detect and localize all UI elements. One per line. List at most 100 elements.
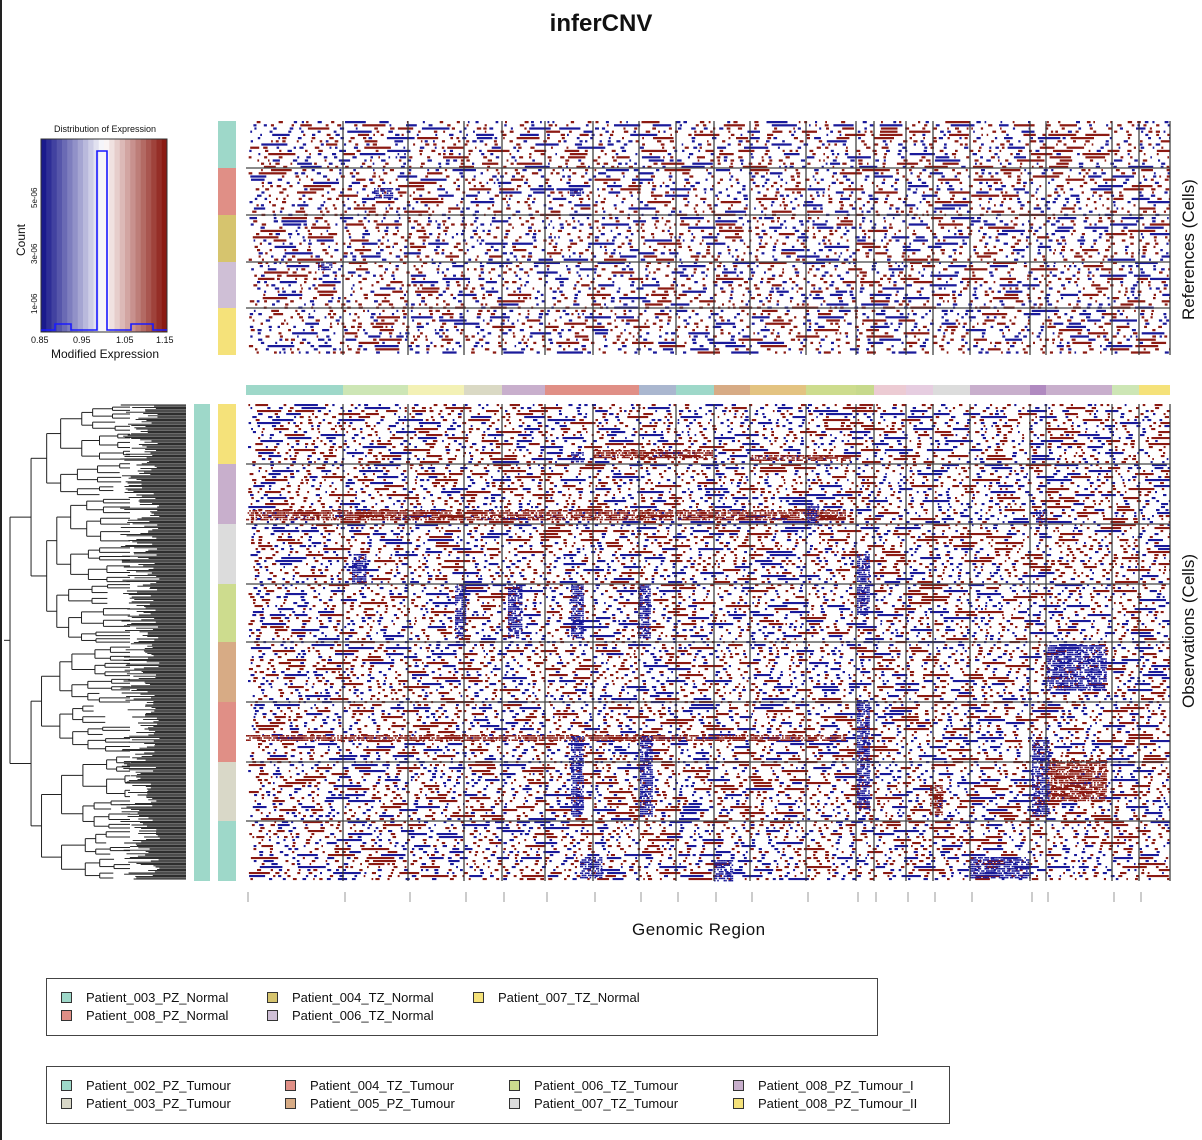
heatmap-cell [920, 287, 923, 289]
heatmap-cell [564, 259, 588, 261]
heatmap-cell [423, 239, 426, 241]
heatmap-cell [1049, 287, 1053, 289]
heatmap-cell [1070, 169, 1072, 171]
heatmap-cell [816, 191, 819, 193]
heatmap-cell [747, 313, 749, 315]
heatmap-cell [1158, 159, 1160, 161]
heatmap-cell [718, 163, 721, 165]
heatmap-cell [1022, 131, 1035, 133]
heatmap-cell [339, 348, 341, 350]
heatmap-cell [610, 329, 612, 331]
heatmap-cell [1145, 323, 1149, 325]
heatmap-cell [356, 172, 359, 174]
heatmap-cell [1069, 323, 1081, 325]
heatmap-cell [664, 169, 690, 171]
heatmap-cell [599, 348, 601, 350]
heatmap-cell [363, 310, 365, 312]
heatmap-cell [522, 169, 526, 171]
heatmap-cell [615, 326, 618, 328]
heatmap-cell [841, 195, 843, 197]
heatmap-cell [1116, 169, 1120, 171]
heatmap-cell [346, 223, 364, 225]
heatmap-cell [711, 153, 714, 155]
heatmap-cell [1060, 342, 1062, 344]
heatmap-cell [1142, 332, 1165, 334]
heatmap-cell [816, 416, 818, 418]
heatmap-cell [302, 169, 306, 171]
heatmap-cell [551, 147, 553, 149]
heatmap-cell [373, 275, 376, 277]
heatmap-cell [819, 249, 823, 251]
heatmap-cell [986, 159, 991, 161]
heatmap-cell [554, 249, 556, 251]
heatmap-cell [450, 137, 453, 139]
heatmap-cell [1038, 137, 1061, 139]
heatmap-cell [260, 265, 263, 267]
heatmap-cell [581, 345, 586, 347]
heatmap-cell [1119, 147, 1121, 149]
heatmap-cell [913, 407, 916, 409]
heatmap-cell [1039, 332, 1042, 334]
heatmap-cell [982, 313, 1007, 315]
heatmap-cell [989, 236, 992, 238]
heatmap-cell [1164, 413, 1166, 415]
heatmap-cell [585, 169, 588, 171]
heatmap-cell [676, 310, 687, 312]
heatmap-cell [734, 268, 737, 270]
heatmap-cell [1055, 230, 1070, 232]
heatmap-cell [589, 287, 591, 289]
heatmap-cell [353, 259, 357, 261]
heatmap-cell [519, 268, 523, 270]
heatmap-cell [1038, 246, 1051, 248]
heatmap-cell [483, 294, 485, 296]
heatmap-cell [446, 163, 450, 165]
loss-region [575, 190, 577, 192]
heatmap-cell [458, 416, 462, 418]
heatmap-cell [1139, 195, 1143, 197]
heatmap-cell [425, 140, 428, 142]
heatmap-cell [418, 329, 420, 331]
heatmap-cell [254, 310, 256, 312]
heatmap-cell [1163, 313, 1166, 315]
heatmap-cell [265, 188, 269, 190]
heatmap-cell [776, 335, 780, 337]
heatmap-cell [1062, 246, 1065, 248]
heatmap-cell [325, 404, 328, 406]
heatmap-cell [630, 249, 639, 251]
heatmap-cell [429, 124, 433, 126]
heatmap-cell [645, 303, 663, 305]
heatmap-cell [376, 281, 379, 283]
heatmap-cell [351, 326, 355, 328]
heatmap-cell [448, 217, 451, 219]
heatmap-cell [972, 275, 975, 277]
heatmap-cell [439, 335, 443, 337]
heatmap-cell [524, 127, 526, 129]
heatmap-cell [446, 159, 450, 161]
heatmap-cell [487, 323, 490, 325]
heatmap-cell [264, 281, 267, 283]
heatmap-cell [365, 230, 368, 232]
heatmap-cell [944, 287, 946, 289]
heatmap-cell [378, 239, 381, 241]
heatmap-cell [1001, 191, 1003, 193]
heatmap-cell [727, 319, 730, 321]
heatmap-cell [659, 345, 685, 347]
heatmap-cell [1086, 172, 1089, 174]
heatmap-cell [724, 159, 727, 161]
heatmap-cell [307, 249, 311, 251]
heatmap-cell [271, 169, 292, 171]
heatmap-cell [288, 422, 290, 424]
heatmap-cell [417, 255, 420, 257]
heatmap-cell [619, 211, 624, 213]
heatmap-cell [318, 422, 321, 424]
heatmap-cell [487, 249, 491, 251]
heatmap-cell [988, 124, 992, 126]
heatmap-cell [684, 185, 686, 187]
heatmap-cell [861, 278, 865, 280]
heatmap-cell [309, 233, 313, 235]
heatmap-cell [505, 121, 507, 123]
heatmap-cell [1106, 345, 1133, 347]
heatmap-cell [983, 323, 987, 325]
loss-region [580, 192, 582, 194]
heatmap-cell [504, 124, 506, 126]
